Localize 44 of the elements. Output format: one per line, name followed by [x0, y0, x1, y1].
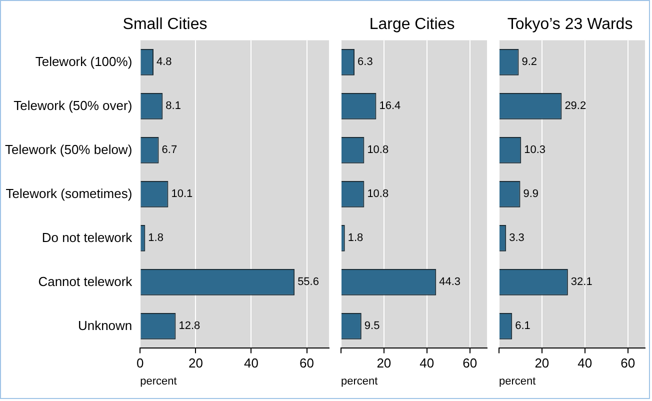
data-label: 1.8 [148, 232, 164, 244]
data-label: 3.3 [509, 232, 524, 244]
y-tick-label: Telework (100%) [35, 54, 132, 69]
x-tick-label: 60 [620, 356, 636, 371]
data-label: 8.1 [166, 100, 181, 112]
x-tick-label: 60 [300, 356, 314, 371]
x-axis-title: percent [341, 375, 378, 388]
data-label: 6.7 [162, 144, 178, 156]
data-label: 9.5 [364, 320, 380, 332]
y-tick-label: Telework (sometimes) [6, 186, 132, 201]
data-label: 10.1 [171, 188, 193, 200]
x-tick-label: 60 [462, 356, 478, 371]
data-label: 4.8 [156, 56, 172, 68]
x-tick-label: 40 [244, 356, 258, 371]
data-label: 44.3 [439, 276, 461, 288]
x-axis-title: percent [140, 375, 177, 388]
x-tick-label: 40 [578, 356, 592, 371]
data-label: 10.3 [524, 144, 546, 156]
data-label: 9.2 [522, 56, 538, 68]
y-tick-label: Do not telework [42, 230, 133, 245]
data-label: 9.9 [523, 188, 539, 200]
y-tick-label: Telework (50% over) [14, 98, 132, 113]
x-tick-label: 0 [136, 356, 144, 371]
chart-title: Tokyo’s 23 Wards [507, 16, 633, 34]
x-tick-label: 20 [188, 356, 203, 371]
x-tick-label: 40 [420, 356, 434, 371]
y-tick-label: Telework (50% below) [4, 142, 132, 157]
data-label: 32.1 [570, 276, 592, 288]
data-label: 10.8 [367, 188, 389, 200]
data-label: 6.3 [358, 56, 373, 68]
data-label: 12.8 [178, 320, 200, 332]
data-label: 10.8 [367, 144, 389, 156]
data-label: 55.6 [298, 276, 319, 288]
chart-title: Small Cities [122, 16, 208, 34]
x-tick-label: 20 [534, 356, 550, 371]
data-label: 16.4 [379, 100, 401, 112]
y-tick-label: Cannot telework [38, 274, 133, 289]
chart-title: Large Cities [369, 16, 455, 34]
data-label: 1.8 [348, 232, 364, 244]
data-label: 6.1 [515, 320, 530, 332]
x-axis-title: percent [499, 375, 536, 388]
data-label: 29.2 [564, 100, 586, 112]
x-tick-label: 20 [376, 356, 392, 371]
y-tick-label: Unknown [78, 318, 132, 333]
